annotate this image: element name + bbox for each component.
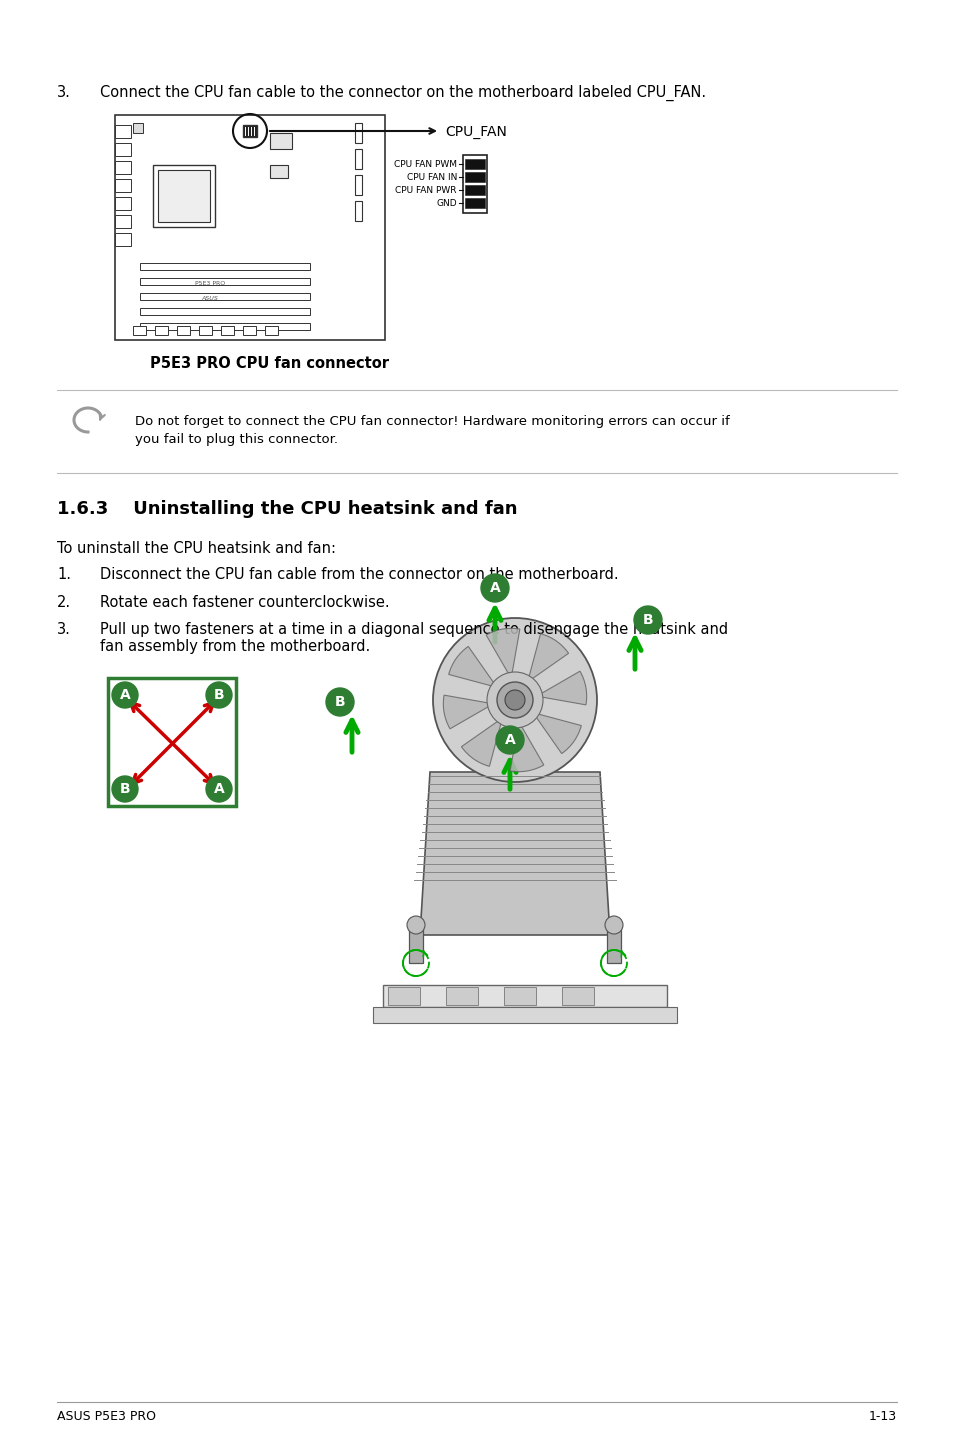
Text: A: A [119, 687, 131, 702]
Bar [132, 326, 146, 335]
Bar [446, 986, 477, 1005]
Text: A: A [489, 581, 500, 595]
Text: CPU FAN PWM: CPU FAN PWM [394, 160, 456, 170]
Bar [373, 1007, 677, 1022]
Text: 1-13: 1-13 [868, 1411, 896, 1424]
Bar [355, 124, 361, 142]
Wedge shape [510, 722, 543, 772]
Bar [158, 170, 210, 221]
Text: Connect the CPU fan cable to the connector on the motherboard labeled CPU_FAN.: Connect the CPU fan cable to the connect… [100, 85, 705, 101]
Text: Do not forget to connect the CPU fan connector! Hardware monitoring errors can o: Do not forget to connect the CPU fan con… [135, 416, 729, 447]
Bar [115, 161, 131, 174]
Bar [115, 233, 131, 246]
Bar [177, 326, 190, 335]
Text: 3.: 3. [57, 85, 71, 101]
Bar [606, 925, 620, 963]
Polygon shape [419, 772, 609, 935]
Circle shape [433, 618, 597, 782]
Bar [464, 186, 484, 196]
Bar [221, 326, 233, 335]
Bar [199, 326, 212, 335]
Bar [140, 308, 310, 315]
Bar [464, 198, 484, 209]
Text: GND: GND [436, 198, 456, 209]
Bar [243, 125, 256, 137]
Text: 2.: 2. [57, 595, 71, 610]
Bar [561, 986, 594, 1005]
Circle shape [486, 672, 542, 728]
Circle shape [604, 916, 622, 935]
Circle shape [496, 726, 523, 754]
Circle shape [206, 777, 232, 802]
Text: Rotate each fastener counterclockwise.: Rotate each fastener counterclockwise. [100, 595, 389, 610]
Wedge shape [461, 718, 502, 766]
Bar [115, 142, 131, 155]
Bar [503, 986, 536, 1005]
Circle shape [206, 682, 232, 707]
Circle shape [112, 682, 138, 707]
Bar [462, 155, 486, 213]
Bar [132, 124, 143, 132]
Circle shape [480, 574, 509, 603]
Bar [409, 925, 422, 963]
Text: CPU FAN PWR: CPU FAN PWR [395, 186, 456, 196]
Bar [115, 216, 131, 229]
Bar [464, 160, 484, 170]
Text: 1.: 1. [57, 567, 71, 582]
Bar [140, 263, 310, 270]
Circle shape [504, 690, 524, 710]
Bar [115, 197, 131, 210]
Bar [115, 178, 131, 193]
Text: A: A [504, 733, 515, 746]
Bar [270, 165, 288, 178]
Bar [108, 677, 235, 807]
Text: 3.: 3. [57, 623, 71, 637]
Bar [464, 173, 484, 183]
Bar [154, 326, 168, 335]
Bar [140, 278, 310, 285]
Bar [270, 132, 292, 150]
Bar [152, 165, 214, 227]
Text: ASUS: ASUS [201, 296, 218, 301]
Wedge shape [443, 695, 493, 729]
Bar [140, 293, 310, 301]
Text: Disconnect the CPU fan cable from the connector on the motherboard.: Disconnect the CPU fan cable from the co… [100, 567, 618, 582]
Bar [140, 324, 310, 329]
Text: B: B [119, 782, 131, 797]
Wedge shape [533, 713, 580, 754]
Bar [388, 986, 419, 1005]
Text: CPU_FAN: CPU_FAN [444, 125, 506, 139]
Bar [115, 115, 385, 339]
Text: To uninstall the CPU heatsink and fan:: To uninstall the CPU heatsink and fan: [57, 541, 335, 557]
Wedge shape [527, 634, 568, 682]
Circle shape [634, 605, 661, 634]
Bar [115, 125, 131, 138]
Text: P5E3 PRO: P5E3 PRO [194, 280, 225, 286]
Text: P5E3 PRO CPU fan connector: P5E3 PRO CPU fan connector [150, 357, 389, 371]
Circle shape [112, 777, 138, 802]
Bar [265, 326, 277, 335]
Circle shape [407, 916, 424, 935]
Text: CPU FAN IN: CPU FAN IN [406, 173, 456, 183]
Text: 1.6.3    Uninstalling the CPU heatsink and fan: 1.6.3 Uninstalling the CPU heatsink and … [57, 500, 517, 518]
Circle shape [497, 682, 533, 718]
Bar [243, 326, 255, 335]
Text: B: B [335, 695, 345, 709]
Bar [355, 150, 361, 170]
Text: B: B [213, 687, 224, 702]
Bar [355, 201, 361, 221]
Bar [355, 175, 361, 196]
Circle shape [326, 687, 354, 716]
Wedge shape [486, 628, 519, 679]
Bar [382, 985, 666, 1007]
Text: B: B [642, 613, 653, 627]
Text: ASUS P5E3 PRO: ASUS P5E3 PRO [57, 1411, 156, 1424]
Text: Pull up two fasteners at a time in a diagonal sequence to disengage the heatsink: Pull up two fasteners at a time in a dia… [100, 623, 727, 654]
Text: A: A [213, 782, 224, 797]
Wedge shape [537, 672, 586, 705]
Wedge shape [448, 647, 497, 687]
